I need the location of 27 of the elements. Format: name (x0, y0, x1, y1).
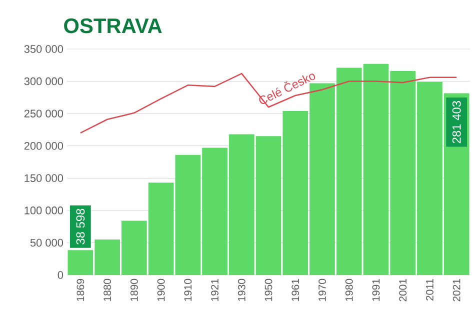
x-tick-label: 1921 (211, 279, 218, 301)
x-tick-label: 1900 (157, 278, 165, 301)
y-tick-label: 150 000 (24, 174, 64, 182)
x-tick-label: 1961 (292, 279, 300, 301)
y-tick-label: 350 000 (24, 45, 64, 53)
x-tick-label: 2011 (426, 279, 434, 300)
chart-title: OSTRAVA (64, 18, 162, 34)
y-tick-label: 100 000 (24, 206, 64, 214)
x-tick-label: 1930 (238, 278, 246, 301)
data-label: 38 598 (76, 208, 85, 244)
x-tick-label: 1970 (318, 278, 326, 301)
x-tick-label: 1880 (104, 278, 112, 301)
y-tick-label: 300 000 (24, 77, 64, 86)
y-tick-label: 0 (58, 271, 64, 279)
y-tick-label: 250 000 (24, 110, 64, 118)
text: Celé Česko (259, 74, 316, 104)
y-tick-label: 200 000 (24, 142, 64, 150)
x-tick-label: 1890 (130, 278, 138, 301)
x-tick-label: 1980 (345, 278, 353, 301)
x-tick-label: 1910 (184, 278, 192, 301)
x-tick-label: 2001 (399, 279, 407, 302)
x-tick-label: 2021 (452, 279, 460, 302)
x-tick-label: 1991 (372, 279, 380, 301)
x-tick-label: 1869 (76, 279, 84, 301)
x-tick-label: 1950 (264, 278, 272, 301)
data-label: 281 403 (452, 101, 461, 144)
y-tick-label: 50 000 (30, 238, 64, 247)
